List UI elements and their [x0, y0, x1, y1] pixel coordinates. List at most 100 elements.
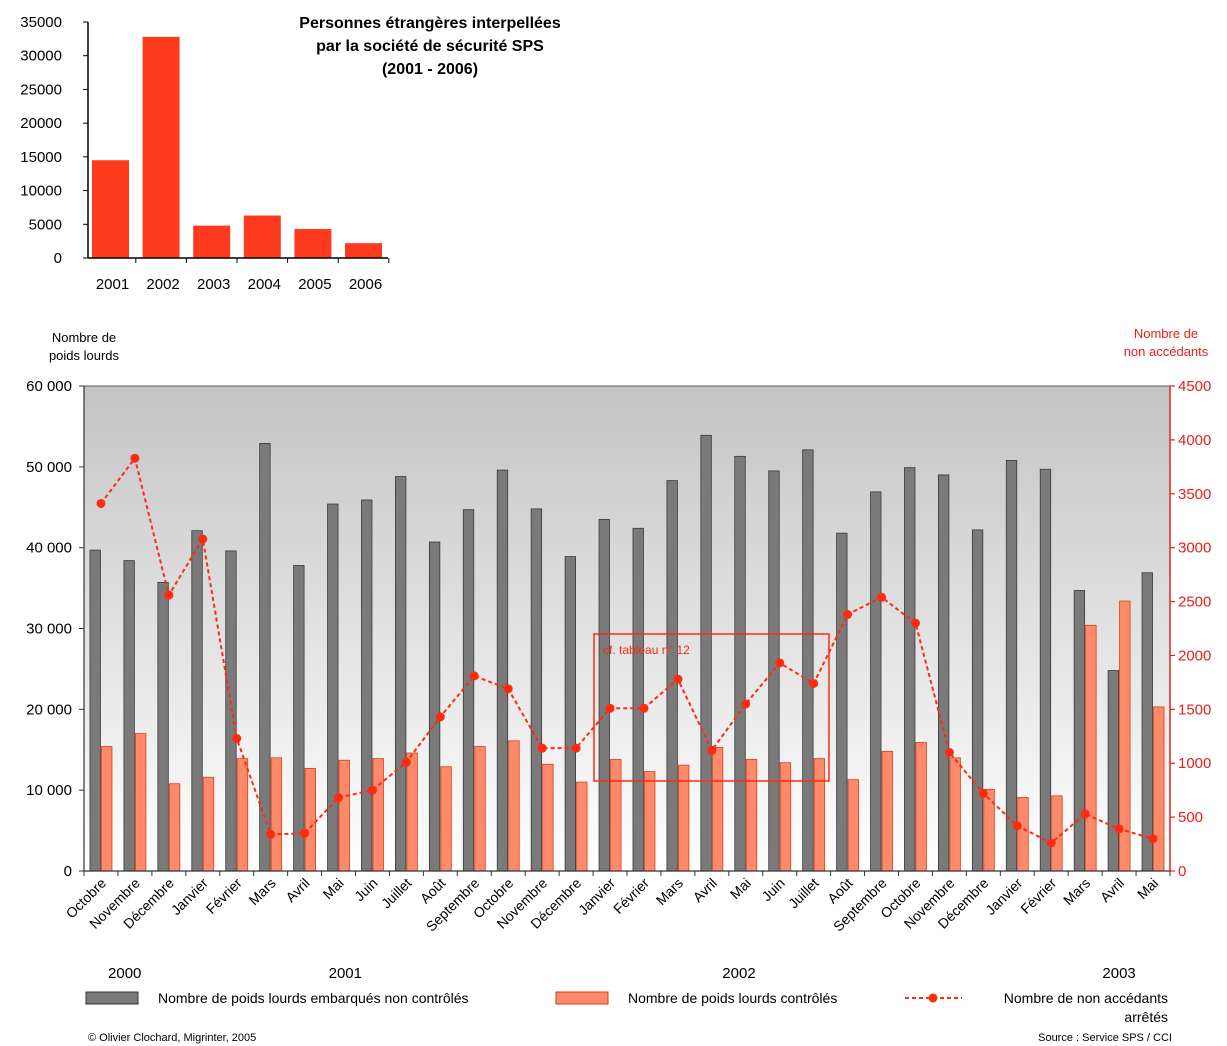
bar-controles — [1017, 797, 1029, 872]
bar-controles — [270, 757, 283, 872]
non-accedants-point — [1148, 834, 1158, 844]
month-label: Mai — [319, 875, 346, 902]
bar-controles — [881, 750, 893, 872]
non-accedants-point — [877, 592, 887, 602]
non-accedants-point — [266, 829, 276, 839]
bar-controles — [372, 758, 384, 872]
non-accedants-point — [334, 793, 344, 803]
top-bars — [92, 36, 382, 258]
bar-non-controles — [259, 442, 271, 872]
month-label: Mars — [1060, 875, 1093, 908]
non-accedants-point — [571, 743, 581, 753]
top-chart-title: Personnes étrangères interpellées par la… — [299, 15, 561, 78]
top-bar-2002 — [142, 36, 180, 258]
bar-controles — [338, 759, 350, 872]
right-y-tick-label: 1500 — [1178, 701, 1211, 718]
bar-non-controles — [89, 549, 101, 872]
year-labels: 2000 2001 2002 2003 — [108, 965, 1136, 982]
bar-non-controles — [836, 532, 848, 872]
non-accedants-point — [639, 703, 649, 713]
top-x-label-2003: 2003 — [197, 276, 230, 293]
bar-non-controles — [293, 565, 305, 872]
annotation-text: cf. tableau n° 12 — [603, 643, 690, 657]
top-bar-2003 — [193, 225, 231, 258]
top-title-line-1: Personnes étrangères interpellées — [299, 15, 561, 32]
non-accedants-point — [1114, 824, 1124, 834]
legend-label-non-accedants-line-1: Nombre de non accédants — [1004, 990, 1168, 1006]
left-y-tick-label: 40 000 — [26, 540, 72, 557]
legend-label-controles: Nombre de poids lourds contrôlés — [628, 990, 837, 1006]
top-bar-2006 — [345, 243, 382, 258]
top-bar-chart: Personnes étrangères interpellées par la… — [20, 14, 561, 293]
top-y-tick-label: 35000 — [20, 14, 62, 31]
bar-non-controles — [870, 491, 882, 872]
month-label: Janvier — [575, 875, 618, 918]
left-y-tick-label: 20 000 — [26, 701, 72, 718]
top-y-tick-label: 10000 — [20, 183, 62, 200]
non-accedants-point — [910, 618, 920, 628]
top-y-ticks: 35000 30000 25000 20000 15000 10000 5000 0 — [20, 14, 88, 267]
left-y-tick-label: 50 000 — [26, 459, 72, 476]
non-accedants-point — [300, 828, 310, 838]
top-x-label-2006: 2006 — [349, 276, 382, 293]
bar-controles — [236, 758, 249, 872]
bar-non-controles — [700, 434, 712, 872]
month-label: Mai — [1134, 875, 1161, 902]
non-accedants-point — [469, 671, 479, 681]
top-y-tick-label: 30000 — [20, 48, 62, 65]
bar-controles — [813, 758, 826, 872]
bar-controles — [168, 783, 181, 872]
non-accedants-point — [96, 498, 106, 508]
bar-non-controles — [1005, 459, 1018, 872]
bar-non-controles — [734, 455, 746, 872]
bar-controles — [508, 740, 520, 872]
month-label: Juin — [351, 875, 380, 904]
bar-non-controles — [225, 550, 237, 872]
month-label: Juin — [758, 875, 787, 904]
top-bar-2001 — [92, 160, 129, 258]
non-accedants-point — [707, 745, 717, 755]
bar-non-controles — [496, 469, 509, 872]
legend-marker — [928, 993, 938, 1003]
bar-controles — [406, 752, 418, 872]
non-accedants-polyline — [100, 455, 1154, 845]
non-accedants-point — [978, 788, 988, 798]
non-accedants-point — [198, 534, 208, 544]
right-axis-title-line-1: Nombre de — [1134, 326, 1198, 341]
right-y-tick-label: 2500 — [1178, 594, 1211, 611]
right-y-tick-label: 1000 — [1178, 755, 1211, 772]
top-x-label-2004: 2004 — [248, 276, 281, 293]
credit-author: © Olivier Clochard, Migrinter, 2005 — [88, 1032, 256, 1044]
non-accedants-point — [843, 609, 853, 619]
bar-non-controles — [938, 474, 950, 872]
non-accedants-point — [809, 678, 819, 688]
year-label-2000: 2000 — [108, 965, 141, 982]
year-label-2002: 2002 — [722, 965, 755, 982]
month-label: Avril — [282, 875, 312, 905]
legend-label-non-accedants-line-2: arrêtés — [1124, 1009, 1168, 1025]
top-bar-2004 — [243, 215, 281, 258]
right-y-tick-label: 2000 — [1178, 647, 1211, 664]
bar-non-controles — [361, 499, 373, 872]
bar-non-controles — [632, 527, 644, 872]
left-y-tick-label: 30 000 — [26, 621, 72, 638]
month-label: Avril — [690, 875, 720, 905]
top-y-tick-label: 25000 — [20, 81, 62, 98]
bar-controles — [542, 763, 554, 872]
bar-controles — [474, 746, 486, 872]
left-y-tick-label: 0 — [64, 863, 72, 880]
bar-controles — [915, 742, 927, 872]
bar-controles — [135, 733, 147, 872]
year-label-2003: 2003 — [1102, 965, 1135, 982]
bar-controles — [779, 762, 792, 872]
non-accedants-point — [537, 743, 547, 753]
top-y-tick-label: 5000 — [29, 216, 62, 233]
bar-non-controles — [123, 560, 135, 872]
bar-non-controles — [191, 530, 203, 872]
non-accedants-point — [401, 757, 411, 767]
bar-non-controles — [428, 541, 441, 872]
top-title-line-3: (2001 - 2006) — [382, 61, 478, 78]
month-label: Juillet — [378, 875, 415, 912]
bar-non-controles — [1073, 590, 1086, 872]
right-y-tick-label: 500 — [1178, 809, 1203, 826]
